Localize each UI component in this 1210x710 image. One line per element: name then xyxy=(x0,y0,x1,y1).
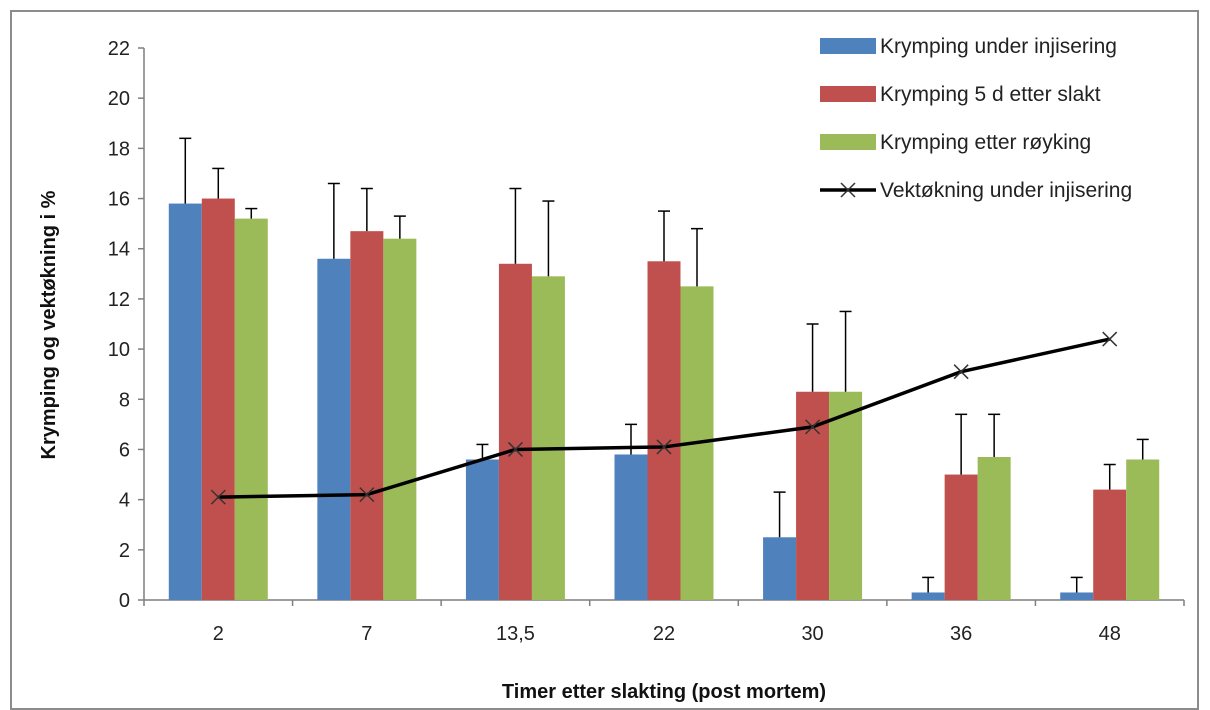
bar xyxy=(647,261,681,600)
legend-swatch xyxy=(820,38,876,54)
bar xyxy=(829,391,863,600)
bar xyxy=(1126,459,1160,600)
legend-swatch xyxy=(820,86,876,102)
error-bars xyxy=(179,137,1149,593)
line-point-marker xyxy=(359,487,375,503)
x-tick-label: 22 xyxy=(653,623,675,645)
legend: Krymping under injisering Krymping 5 d et… xyxy=(820,35,1132,202)
x-tick-label: 36 xyxy=(950,623,972,645)
y-tick-label: 18 xyxy=(108,138,130,160)
line-point-marker xyxy=(210,489,226,505)
x-tick-label: 30 xyxy=(801,623,823,645)
y-tick-label: 6 xyxy=(119,439,130,461)
bar xyxy=(498,263,532,600)
legend-label: Vektøkning under injisering xyxy=(880,179,1132,202)
weight-line-series xyxy=(210,331,1118,505)
line-point-marker xyxy=(1102,331,1118,347)
bar xyxy=(763,537,797,600)
line-point-marker xyxy=(656,439,672,455)
legend-marker xyxy=(840,182,856,198)
line-point-marker xyxy=(507,441,523,457)
y-tick-label: 20 xyxy=(108,88,130,110)
bar xyxy=(944,474,978,600)
bar xyxy=(614,454,648,600)
bar xyxy=(317,258,351,600)
bar xyxy=(1093,489,1127,600)
legend-label: Krymping under injisering xyxy=(880,35,1117,58)
y-tick-label: 10 xyxy=(108,339,130,361)
y-tick-label: 8 xyxy=(119,389,130,411)
x-tick-label: 7 xyxy=(361,623,372,645)
legend-swatch xyxy=(820,134,876,150)
y-tick-label: 12 xyxy=(108,289,130,311)
x-tick-label: 13,5 xyxy=(496,623,535,645)
bar xyxy=(911,592,945,600)
x-tick-labels: 2 7 13,5 22 30 36 48 xyxy=(213,623,1121,645)
bar xyxy=(383,238,417,600)
bar xyxy=(234,218,268,601)
y-tick-labels: 0 2 4 6 8 10 12 14 16 18 20 22 xyxy=(108,38,130,612)
x-tick-label: 2 xyxy=(213,623,224,645)
y-tick-label: 0 xyxy=(119,590,130,612)
y-axis-title: Krymping og vektøkning i % xyxy=(38,190,60,459)
line-point-marker xyxy=(953,364,969,380)
legend-label: Krymping 5 d etter slakt xyxy=(880,83,1101,106)
y-tick-label: 4 xyxy=(119,490,130,512)
y-tick-label: 22 xyxy=(108,38,130,60)
x-axis-title: Timer etter slakting (post mortem) xyxy=(502,681,826,702)
y-tick-label: 16 xyxy=(108,189,130,211)
legend-label: Krymping etter røyking xyxy=(880,131,1091,154)
line-point-marker xyxy=(805,419,821,435)
bar xyxy=(201,198,235,600)
bars xyxy=(168,198,1160,601)
bar xyxy=(1060,592,1094,600)
y-tick-label: 14 xyxy=(108,239,130,261)
bar xyxy=(350,231,384,600)
bar xyxy=(465,459,499,600)
bar xyxy=(531,276,565,600)
x-tick-label: 48 xyxy=(1099,623,1121,645)
bar xyxy=(977,456,1011,600)
y-tick-label: 2 xyxy=(119,540,130,562)
bar xyxy=(168,203,202,600)
